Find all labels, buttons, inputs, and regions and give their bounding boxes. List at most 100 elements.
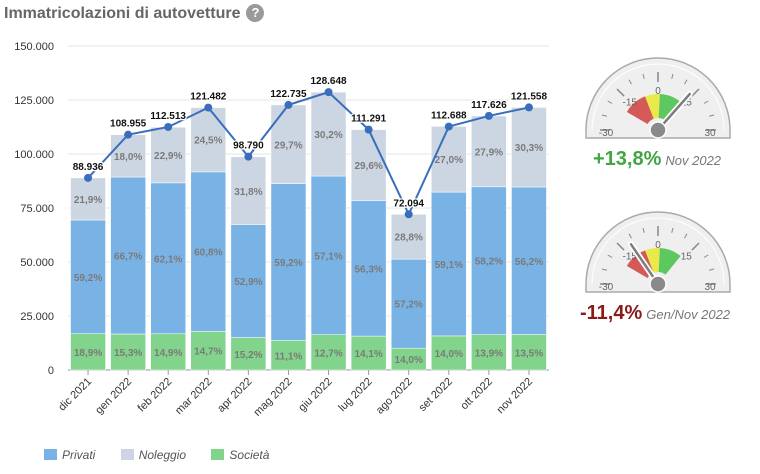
gauge-tick <box>607 254 613 258</box>
gauge-tick-label: 0 <box>655 86 661 97</box>
gauge-period-ytd: Gen/Nov 2022 <box>646 307 731 322</box>
gauge-hub <box>649 121 667 139</box>
bar-segment <box>350 335 387 371</box>
segment-pct-label: 58,2% <box>475 257 503 268</box>
legend-item-societa[interactable]: Società <box>211 448 269 462</box>
legend-label-privati: Privati <box>62 448 96 462</box>
segment-pct-label: 29,6% <box>354 161 382 172</box>
segment-pct-label: 59,2% <box>274 258 302 269</box>
legend-swatch-societa <box>211 449 225 460</box>
y-tick-label: 75.000 <box>20 203 54 215</box>
total-label: 112.688 <box>431 111 467 122</box>
total-point <box>404 210 413 219</box>
bar-segment <box>110 134 146 178</box>
segment-pct-label: 30,2% <box>314 130 342 141</box>
total-point <box>244 152 253 161</box>
gauge-tick <box>703 100 709 104</box>
total-point <box>484 111 493 120</box>
gauge-tick-label: 0 <box>655 240 661 251</box>
gauge-tick-label: -30 <box>599 282 614 293</box>
gauge-tick-label: 15 <box>681 252 693 263</box>
total-label: 98.790 <box>233 141 264 152</box>
y-tick-label: 50.000 <box>20 257 54 269</box>
bar-segment <box>310 91 347 177</box>
segment-pct-label: 15,2% <box>234 350 262 361</box>
bar-segment <box>390 258 427 349</box>
bar-segment <box>511 334 547 371</box>
bar-segment <box>431 335 467 371</box>
bar-segment <box>511 186 547 335</box>
gauge-tick-label: -30 <box>599 128 614 139</box>
bar-segment <box>110 176 146 335</box>
bar-segment <box>310 334 347 371</box>
gauge-band <box>658 94 681 121</box>
total-point <box>84 173 93 182</box>
bar-segment <box>471 186 507 335</box>
legend-swatch-privati <box>44 449 57 460</box>
segment-pct-label: 29,7% <box>274 140 302 151</box>
total-label: 121.482 <box>190 92 227 103</box>
segment-pct-label: 21,9% <box>74 195 102 206</box>
segment-pct-label: 62,1% <box>154 254 182 265</box>
segment-pct-label: 14,7% <box>194 347 222 358</box>
gauge-tick <box>642 73 645 79</box>
gauge-dial-ytd: -30 -15 0 15 30 <box>585 211 731 293</box>
bar-segment <box>230 156 267 225</box>
total-label: 112.513 <box>150 111 186 122</box>
bar-segment <box>350 129 387 202</box>
page-title: Immatricolazioni di autovetture? <box>4 4 265 23</box>
segment-pct-label: 14,9% <box>154 348 182 359</box>
gauge-tick <box>628 233 632 239</box>
x-tick-label: apr 2022 <box>215 376 254 415</box>
gauge-tick <box>616 88 625 97</box>
segment-pct-label: 15,3% <box>114 348 142 359</box>
segment-pct-label: 30,3% <box>515 143 543 154</box>
segment-pct-label: 18,0% <box>114 152 142 163</box>
total-point <box>524 103 533 112</box>
segment-pct-label: 11,1% <box>275 351 303 362</box>
gauge-band <box>645 248 660 273</box>
bar-segment <box>270 104 307 184</box>
gauge-tick-label: -15 <box>622 252 637 263</box>
gauge-tick <box>709 114 715 117</box>
total-label: 117.626 <box>471 100 507 111</box>
help-icon[interactable]: ? <box>246 4 265 22</box>
total-point <box>204 103 213 112</box>
gauge-ytd: -30 -15 0 15 30 <box>582 210 734 299</box>
gauge-tick <box>691 88 700 97</box>
gauge-hub <box>649 275 667 293</box>
total-label: 111.291 <box>351 114 386 125</box>
x-tick-label: set 2022 <box>417 376 455 414</box>
y-tick-label: 125.000 <box>14 95 54 107</box>
gauge-band <box>658 248 681 275</box>
bar-segment <box>150 333 186 371</box>
bar-segment <box>150 126 186 184</box>
legend-item-privati[interactable]: Privati <box>44 448 95 462</box>
segment-pct-label: 60,8% <box>194 248 222 259</box>
bar-segment <box>190 331 227 371</box>
x-tick-label: mar 2022 <box>173 376 214 417</box>
gauge-tick <box>671 227 674 233</box>
total-label: 108.955 <box>110 119 147 130</box>
total-label: 72.094 <box>393 198 424 209</box>
segment-pct-label: 52,9% <box>234 277 262 288</box>
segment-pct-label: 13,9% <box>475 348 503 359</box>
total-point <box>164 122 173 131</box>
gauge-value-ytd: -11,4% <box>580 302 643 324</box>
segment-pct-label: 28,8% <box>395 233 423 244</box>
legend-swatch-noleggio <box>120 449 134 460</box>
gauge-tick <box>671 73 674 79</box>
total-label: 121.558 <box>511 91 548 102</box>
legend-item-noleggio[interactable]: Noleggio <box>120 448 187 462</box>
total-point <box>364 125 373 134</box>
gauge-inner-edge <box>591 63 725 131</box>
gauge-value-monthly: +13,8% <box>593 148 662 170</box>
x-tick-label: ott 2022 <box>458 376 495 413</box>
bar-segment <box>230 224 267 338</box>
segment-pct-label: 56,2% <box>515 257 543 268</box>
gauge-band <box>645 94 660 119</box>
legend-label-noleggio: Noleggio <box>138 448 187 462</box>
y-tick-label: 100.000 <box>14 149 54 161</box>
y-tick-label: 25.000 <box>20 311 54 323</box>
bar-segment <box>270 183 307 341</box>
